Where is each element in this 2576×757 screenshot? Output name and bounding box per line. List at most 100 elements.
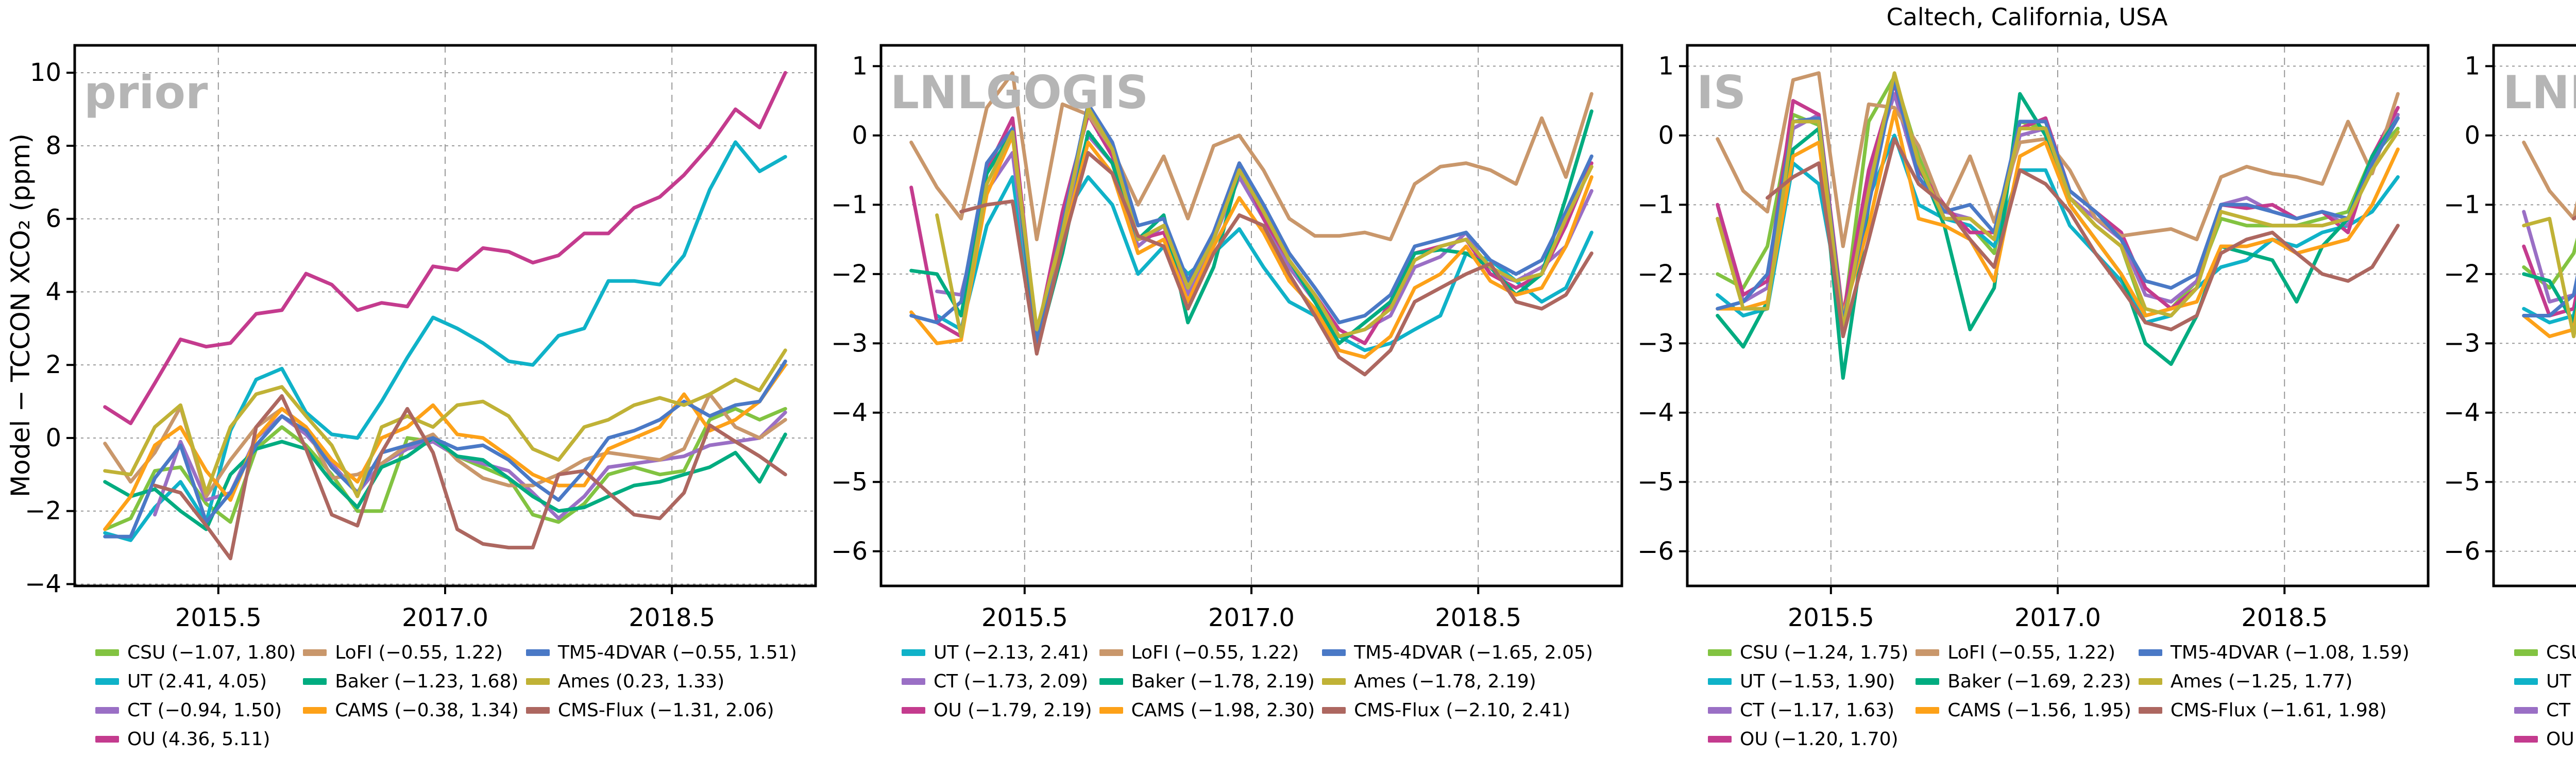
- legend-entry-CMS-Flux: CMS-Flux (−1.31, 2.06): [526, 696, 797, 725]
- legend-LNLG: CSU (−1.16, 1.66) UT (−1.97, 2.26) CT (−1.…: [2514, 638, 2576, 753]
- legend-label: Ames (−1.78, 2.19): [1354, 670, 1536, 692]
- legend-entry-CAMS: CAMS (−1.98, 2.30): [1099, 696, 1315, 725]
- legend-swatch-icon: [526, 678, 550, 685]
- legend-column: TM5-4DVAR (−1.65, 2.05) Ames (−1.78, 2.19…: [1322, 638, 1593, 725]
- y-tick-label: −3: [831, 329, 868, 358]
- legend-entry-LoFI: LoFI (−0.55, 1.22): [1916, 638, 2131, 667]
- x-tick-label: 2015.5: [1788, 603, 1874, 632]
- legend-entry-TM5-4DVAR: TM5-4DVAR (−1.08, 1.59): [2138, 638, 2410, 667]
- legend-entry-UT: UT (−1.97, 2.26): [2514, 667, 2576, 696]
- legend-swatch-icon: [1916, 678, 1940, 685]
- legend-swatch-icon: [303, 649, 327, 656]
- y-tick-label: 0: [852, 121, 868, 150]
- legend-entry-LoFI: LoFI (−0.55, 1.22): [303, 638, 519, 667]
- series-line-Ames: [2522, 216, 2576, 339]
- legend-swatch-icon: [1322, 678, 1346, 685]
- legend-entry-Ames: Ames (−1.78, 2.19): [1322, 667, 1593, 696]
- y-tick-label: 1: [1658, 52, 1674, 80]
- legend-swatch-icon: [526, 649, 550, 656]
- series-line-CMS-Flux: [153, 394, 787, 561]
- y-tick-label: 0: [2464, 121, 2480, 150]
- legend-swatch-icon: [95, 678, 119, 685]
- legend-label: CMS-Flux (−2.10, 2.41): [1354, 699, 1570, 721]
- y-tick-label: −3: [1637, 329, 1674, 358]
- x-tick-label: 2015.5: [981, 603, 1068, 632]
- legend-entry-CT: CT (−1.73, 2.09): [902, 667, 1092, 696]
- legend-label: OU (−1.72, 2.08): [2546, 728, 2576, 750]
- legend-label: LoFI (−0.55, 1.22): [1131, 642, 1299, 663]
- legend-swatch-icon: [2138, 706, 2162, 714]
- y-tick-label: −6: [2444, 537, 2480, 566]
- x-tick-label: 2018.5: [629, 603, 715, 632]
- legend-label: Baker (−1.69, 2.23): [1947, 670, 2131, 692]
- y-tick-label: 0: [1658, 121, 1674, 150]
- y-tick-label: −6: [1637, 537, 1674, 566]
- x-tick-label: 2017.0: [1208, 603, 1295, 632]
- legend-entry-Baker: Baker (−1.78, 2.19): [1099, 667, 1315, 696]
- legend-label: CT (−0.94, 1.50): [127, 699, 282, 721]
- legend-swatch-icon: [303, 706, 327, 714]
- legend-swatch-icon: [303, 678, 327, 685]
- legend-swatch-icon: [1708, 649, 1732, 656]
- legend-swatch-icon: [2514, 649, 2538, 656]
- legend-label: Baker (−1.23, 1.68): [335, 670, 519, 692]
- y-tick-label: −3: [2444, 329, 2480, 358]
- legend-entry-CMS-Flux: CMS-Flux (−2.10, 2.41): [1322, 696, 1593, 725]
- legend-label: CAMS (−0.38, 1.34): [335, 699, 519, 721]
- legend-entry-UT: UT (−1.53, 1.90): [1708, 667, 1908, 696]
- legend-swatch-icon: [2514, 678, 2538, 685]
- legend-label: TM5-4DVAR (−0.55, 1.51): [557, 642, 797, 663]
- x-tick-label: 2017.0: [2014, 603, 2101, 632]
- legend-label: CAMS (−1.98, 2.30): [1131, 699, 1315, 721]
- legend-entry-Baker: Baker (−1.23, 1.68): [303, 667, 519, 696]
- y-tick-label: −4: [1637, 398, 1674, 427]
- legend-column: CSU (−1.07, 1.80) UT (2.41, 4.05) CT (−0.9…: [95, 638, 296, 753]
- panel-label-LNLG: LNLG: [2503, 66, 2576, 119]
- x-tick-label: 2018.5: [2241, 603, 2328, 632]
- legend-label: LoFI (−0.55, 1.22): [1947, 642, 2115, 663]
- legend-entry-OU: OU (4.36, 5.11): [95, 725, 296, 753]
- legend-entry-CAMS: CAMS (−1.56, 1.95): [1916, 696, 2131, 725]
- panel-IS: 1 0 −1 −2 −3 −4 −5 −6 2015.5 2017.0 2018.5 IS CSU (−…: [1636, 0, 2433, 757]
- legend-swatch-icon: [1099, 678, 1123, 685]
- y-tick-label: −4: [25, 569, 61, 598]
- legend-swatch-icon: [1708, 678, 1732, 685]
- legend-label: UT (−2.13, 2.41): [934, 642, 1089, 663]
- legend-swatch-icon: [1708, 706, 1732, 714]
- legend-column: LoFI (−0.55, 1.22) Baker (−1.78, 2.19) CAM…: [1099, 638, 1315, 725]
- y-tick-label: −5: [1637, 467, 1674, 496]
- legend-swatch-icon: [1916, 649, 1940, 656]
- legend-label: CT (−1.73, 2.09): [934, 670, 1089, 692]
- legend-label: CAMS (−1.56, 1.95): [1947, 699, 2131, 721]
- legend-label: UT (2.41, 4.05): [127, 670, 267, 692]
- plot-area-prior: 10 8 6 4 2 0 −2 −4 2015.5 2017.0 2018.5 prior: [25, 44, 817, 632]
- x-tick-label: 2017.0: [402, 603, 488, 632]
- y-tick-label: 8: [45, 131, 61, 160]
- x-tick-label: 2018.5: [1435, 603, 1521, 632]
- legend-swatch-icon: [1916, 706, 1940, 714]
- y-tick-label: −5: [2444, 467, 2480, 496]
- series-line-Ames: [935, 106, 1594, 339]
- y-tick-label: 0: [45, 424, 61, 452]
- legend-column: CSU (−1.16, 1.66) UT (−1.97, 2.26) CT (−1.…: [2514, 638, 2576, 753]
- plot-area-LNLGOGIS: 1 0 −1 −2 −3 −4 −5 −6 2015.5 2017.0 2018.5 LNLGOGIS: [831, 44, 1623, 632]
- legend-swatch-icon: [1099, 706, 1123, 714]
- legend-swatch-icon: [95, 735, 119, 743]
- legend-label: CT (−1.17, 1.63): [1740, 699, 1895, 721]
- y-tick-label: 4: [45, 277, 61, 306]
- legend-label: Ames (0.23, 1.33): [557, 670, 725, 692]
- y-tick-label: −5: [831, 467, 868, 496]
- legend-swatch-icon: [902, 649, 925, 656]
- panel-LNLG: 10−1−2−3−4−5−62015.52017.02018.5LNLGCSU …: [2442, 0, 2576, 757]
- legend-entry-UT: UT (2.41, 4.05): [95, 667, 296, 696]
- legend-swatch-icon: [1708, 735, 1732, 743]
- legend-entry-Baker: Baker (−1.69, 2.23): [1916, 667, 2131, 696]
- legend-swatch-icon: [902, 706, 925, 714]
- legend-column: TM5-4DVAR (−1.08, 1.59) Ames (−1.25, 1.77…: [2138, 638, 2410, 725]
- y-tick-label: 2: [45, 350, 61, 379]
- series-line-TM5-4DVAR: [103, 359, 787, 539]
- legend-entry-UT: UT (−2.13, 2.41): [902, 638, 1092, 667]
- legend-column: LoFI (−0.55, 1.22) Baker (−1.23, 1.68) CAM…: [303, 638, 519, 725]
- legend-entry-CT: CT (−1.54, 1.92): [2514, 696, 2576, 725]
